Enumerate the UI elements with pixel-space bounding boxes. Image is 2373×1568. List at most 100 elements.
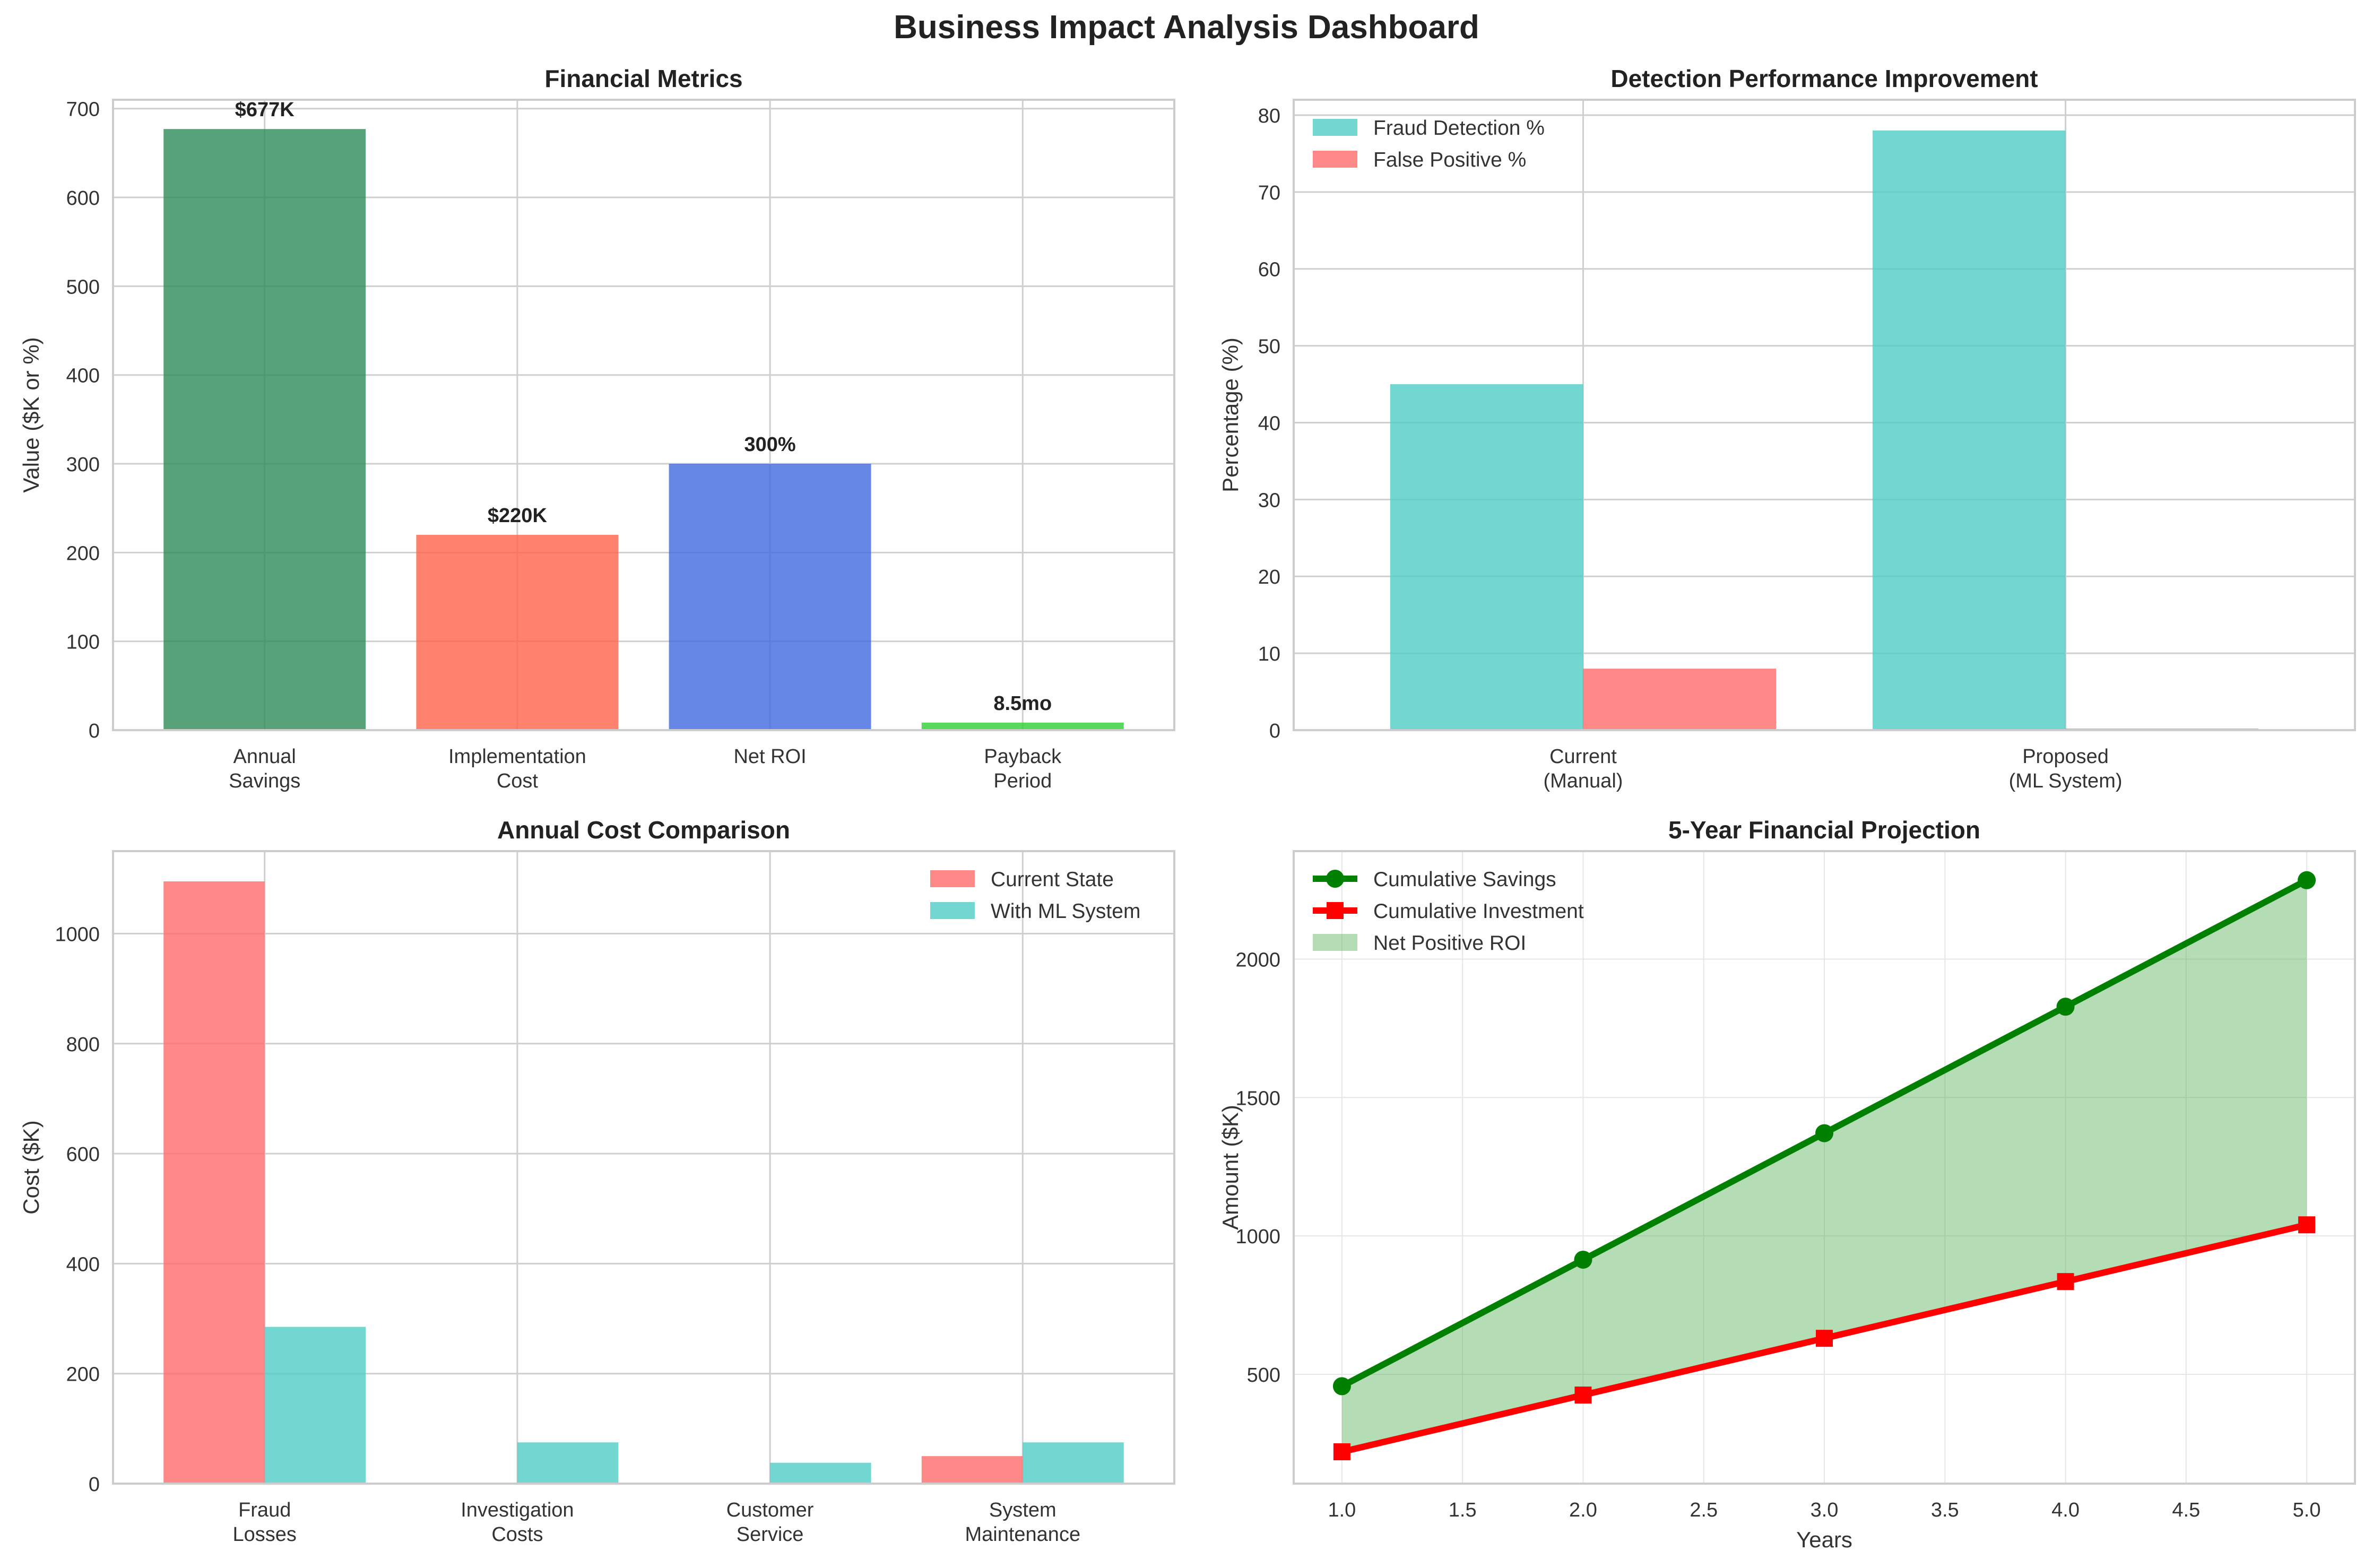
y-axis-label: Amount ($K) — [1218, 1105, 1243, 1230]
y-tick-label: 20 — [1258, 566, 1280, 588]
axes-frame — [1293, 850, 2356, 1485]
axes-frame — [112, 99, 1175, 731]
x-tick-label: 4.0 — [2051, 1499, 2080, 1521]
chart-panel-1: Financial Metrics 0 100 200 300 400 500 600 700 $… — [19, 65, 1175, 792]
y-tick-label: 300 — [66, 454, 100, 476]
legend-label: Fraud Detection % — [1373, 117, 1545, 140]
chart-panel-4: 5-Year Financial Projection 500 1000 1500 20… — [1218, 816, 2356, 1552]
y-tick-label: 600 — [66, 1143, 100, 1166]
data-point — [1816, 1330, 1833, 1347]
y-tick-label: 0 — [89, 1474, 100, 1496]
legend-swatch — [1313, 934, 1357, 951]
x-tick-label: 2.5 — [1690, 1499, 1718, 1521]
data-point — [1574, 1387, 1592, 1404]
y-tick-label: 400 — [66, 1253, 100, 1276]
y-tick-label: 500 — [1247, 1364, 1280, 1387]
bar — [1390, 384, 1583, 730]
y-tick-label: 1000 — [55, 923, 100, 946]
bar-value-label: 8.5mo — [993, 692, 1052, 715]
y-tick-label: 80 — [1258, 105, 1280, 127]
bar — [770, 1462, 871, 1484]
data-point — [1332, 1377, 1351, 1396]
legend-label: Current State — [991, 868, 1114, 891]
y-tick-label: 2000 — [1235, 949, 1280, 971]
legend-label: Net Positive ROI — [1373, 932, 1526, 955]
x-tick-label: Payback — [984, 746, 1062, 768]
y-tick-label: 30 — [1258, 489, 1280, 512]
bar — [517, 1442, 619, 1484]
x-tick-label: Fraud — [238, 1499, 291, 1521]
bar — [163, 129, 366, 730]
y-axis-label: Percentage (%) — [1218, 337, 1243, 492]
legend-label: Cumulative Savings — [1373, 868, 1556, 891]
y-tick-label: 10 — [1258, 643, 1280, 665]
x-axis-label: Years — [1796, 1527, 1852, 1552]
bar — [264, 1327, 366, 1484]
bar-value-label: $677K — [235, 99, 295, 121]
x-tick-label: (Manual) — [1543, 770, 1623, 792]
y-tick-label: 400 — [66, 365, 100, 387]
x-tick-label: 1.0 — [1328, 1499, 1356, 1521]
y-tick-label: 1000 — [1235, 1226, 1280, 1248]
roi-fill-area — [1341, 880, 2307, 1452]
chart-title: Financial Metrics — [544, 65, 742, 92]
axes-frame — [1293, 99, 2356, 731]
x-tick-label: Maintenance — [965, 1523, 1080, 1546]
x-tick-label: 2.0 — [1569, 1499, 1597, 1521]
data-point — [2056, 998, 2075, 1016]
x-tick-label: Net ROI — [733, 746, 806, 768]
chart-title: Annual Cost Comparison — [497, 816, 790, 844]
y-tick-label: 40 — [1258, 412, 1280, 435]
y-tick-label: 100 — [66, 631, 100, 654]
legend-swatch — [930, 902, 975, 919]
x-tick-label: Proposed — [2022, 746, 2109, 768]
y-tick-label: 0 — [89, 720, 100, 742]
chart-title: Detection Performance Improvement — [1610, 65, 2038, 92]
data-point — [2298, 871, 2316, 889]
bar — [921, 722, 1124, 730]
x-tick-label: 3.5 — [1931, 1499, 1959, 1521]
x-tick-label: Service — [737, 1523, 804, 1546]
y-tick-label: 0 — [1269, 720, 1280, 742]
x-tick-label: System — [989, 1499, 1056, 1521]
bar — [1023, 1442, 1124, 1484]
x-tick-label: 1.5 — [1449, 1499, 1477, 1521]
x-tick-label: Losses — [233, 1523, 297, 1546]
data-point — [2057, 1273, 2074, 1290]
axes-frame — [112, 850, 1175, 1485]
chart-title: 5-Year Financial Projection — [1668, 816, 1980, 844]
bar — [669, 464, 871, 730]
y-tick-label: 1500 — [1235, 1087, 1280, 1110]
data-point — [1574, 1250, 1592, 1269]
legend-swatch — [930, 870, 975, 887]
y-tick-label: 500 — [66, 276, 100, 298]
x-tick-label: Implementation — [448, 746, 586, 768]
bar — [163, 881, 265, 1484]
bar — [1872, 130, 2066, 731]
y-tick-label: 60 — [1258, 259, 1280, 281]
y-tick-label: 200 — [66, 542, 100, 565]
x-tick-label: 3.0 — [1811, 1499, 1839, 1521]
bar-value-label: 300% — [744, 434, 795, 456]
x-tick-label: Annual — [233, 746, 296, 768]
y-tick-label: 50 — [1258, 336, 1280, 358]
x-tick-label: Cost — [497, 770, 539, 792]
x-tick-label: 5.0 — [2293, 1499, 2321, 1521]
bar-value-label: $220K — [488, 505, 548, 527]
y-tick-label: 800 — [66, 1034, 100, 1056]
y-tick-label: 200 — [66, 1364, 100, 1386]
legend-swatch — [1313, 151, 1357, 168]
x-tick-label: Savings — [229, 770, 300, 792]
legend-marker — [1326, 870, 1344, 888]
y-tick-label: 700 — [66, 99, 100, 121]
legend-marker — [1327, 902, 1344, 919]
data-point — [2298, 1216, 2316, 1234]
y-axis-label: Value ($K or %) — [19, 337, 44, 492]
legend-swatch — [1313, 119, 1357, 136]
legend-label: False Positive % — [1373, 149, 1526, 171]
data-point — [1815, 1124, 1833, 1142]
x-tick-label: Period — [993, 770, 1052, 792]
x-tick-label: Costs — [491, 1523, 543, 1546]
